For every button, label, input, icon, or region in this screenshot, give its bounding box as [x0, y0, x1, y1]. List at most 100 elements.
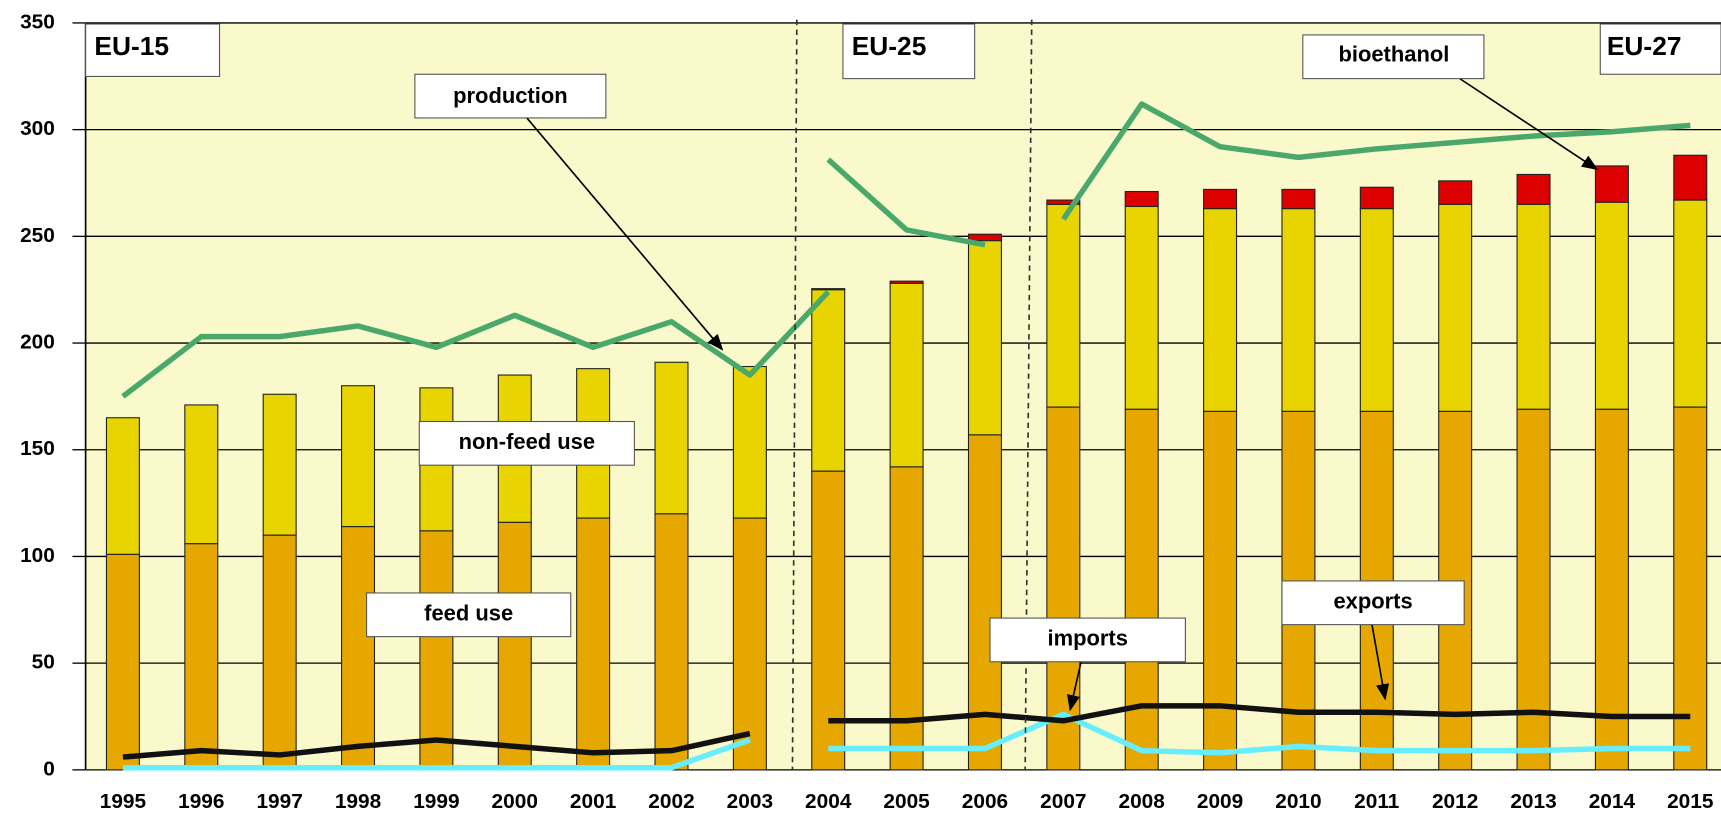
label-box	[85, 23, 221, 77]
bar-segment	[1281, 208, 1316, 412]
bar-segment	[1438, 180, 1473, 205]
bar-segment	[262, 393, 297, 536]
bar-segment	[889, 282, 924, 468]
arrow	[1066, 661, 1082, 712]
bar-segment	[1124, 190, 1159, 208]
label-box	[414, 73, 607, 119]
y-tick-label: 350	[20, 10, 55, 33]
bar-segment	[419, 530, 454, 771]
label-box	[418, 420, 635, 466]
y-tick-label: 50	[32, 651, 55, 674]
y-tick-label: 300	[20, 117, 55, 140]
x-tick-label: 2013	[1510, 790, 1556, 813]
bar-segment	[967, 434, 1002, 771]
y-tick-label: 100	[20, 544, 55, 567]
x-tick-label: 2001	[570, 790, 616, 813]
bar-segment	[1594, 201, 1629, 410]
bar-segment	[889, 466, 924, 771]
y-tick-label: 0	[43, 757, 55, 780]
x-tick-label: 2009	[1197, 790, 1243, 813]
bar-segment	[341, 526, 376, 771]
line	[828, 703, 1691, 724]
bar-segment	[1673, 199, 1708, 408]
x-tick-label: 2010	[1275, 790, 1321, 813]
region-divider	[791, 19, 798, 770]
line	[828, 711, 1691, 756]
series-label: non-feed use	[459, 429, 595, 454]
bar-segment	[1046, 203, 1081, 408]
bar-segment	[1673, 154, 1708, 201]
series-label: exports	[1333, 589, 1412, 614]
x-tick-label: 2004	[805, 790, 852, 813]
region-divider	[1024, 19, 1033, 770]
x-tick-label: 2007	[1040, 790, 1086, 813]
annotations: EU-15 EU-25 EU-27 production bioethanol …	[85, 23, 1721, 712]
bar-segment	[1516, 203, 1551, 410]
arrow	[526, 117, 724, 351]
bar-segment	[1516, 408, 1551, 771]
bar-segment	[654, 361, 689, 515]
bar-segment	[262, 534, 297, 771]
line	[1061, 101, 1691, 221]
bar-segment	[1594, 408, 1629, 771]
label-box	[1302, 34, 1485, 80]
y-tick-label: 150	[20, 437, 55, 460]
bar-segment	[811, 470, 846, 771]
bar-segment	[811, 288, 846, 291]
line	[122, 730, 751, 760]
x-tick-label: 2005	[883, 790, 929, 813]
x-tick-label: 2015	[1667, 790, 1713, 813]
x-tick-label: 1999	[413, 790, 459, 813]
x-tick-label: 1996	[178, 790, 224, 813]
bar-segment	[1203, 208, 1238, 412]
x-tick-label: 2003	[727, 790, 773, 813]
series-label: bioethanol	[1338, 42, 1449, 67]
x-tick-label: 1998	[335, 790, 381, 813]
region-label: EU-25	[852, 31, 927, 61]
region-label: EU-27	[1607, 31, 1682, 61]
bar-segment	[1516, 173, 1551, 205]
bar-segment	[654, 513, 689, 771]
bar-segment	[1203, 410, 1238, 771]
region-label: EU-15	[94, 31, 169, 61]
bar-segment	[1359, 186, 1394, 210]
line	[122, 737, 751, 771]
arrow	[1371, 624, 1390, 701]
arrow	[1459, 77, 1599, 171]
bar-segment	[576, 517, 611, 771]
line	[826, 157, 986, 248]
y-tick-label: 250	[20, 224, 55, 247]
label-box	[1281, 580, 1465, 626]
bar-segment	[1046, 199, 1081, 205]
x-tick-label: 2006	[962, 790, 1008, 813]
bar-segment	[105, 417, 140, 555]
bar-segment	[967, 233, 1002, 242]
label-box	[1599, 23, 1721, 75]
bar-segment	[967, 240, 1002, 436]
bar-segment	[811, 289, 846, 472]
bar-segment	[1203, 188, 1238, 210]
bar-segment	[1594, 165, 1629, 203]
bar-segment	[184, 404, 219, 545]
x-tick-label: 1997	[256, 790, 302, 813]
bar-segment	[1438, 203, 1473, 412]
label-box	[842, 23, 976, 80]
series-label: production	[453, 83, 568, 108]
x-tick-label: 1995	[100, 790, 146, 813]
bar-segment	[889, 280, 924, 284]
bar-segment	[341, 385, 376, 528]
series-label: feed use	[424, 601, 513, 626]
y-tick-label: 200	[20, 331, 55, 354]
bar-segment	[1281, 188, 1316, 210]
bar-segment	[732, 517, 767, 771]
label-box	[366, 592, 572, 638]
bar-segment	[1124, 205, 1159, 410]
bar-segment	[1359, 208, 1394, 412]
x-tick-label: 2011	[1354, 790, 1399, 813]
x-tick-label: 2012	[1432, 790, 1478, 813]
bar-segment	[1124, 408, 1159, 771]
x-tick-label: 2008	[1119, 790, 1165, 813]
x-tick-label: 2002	[648, 790, 694, 813]
